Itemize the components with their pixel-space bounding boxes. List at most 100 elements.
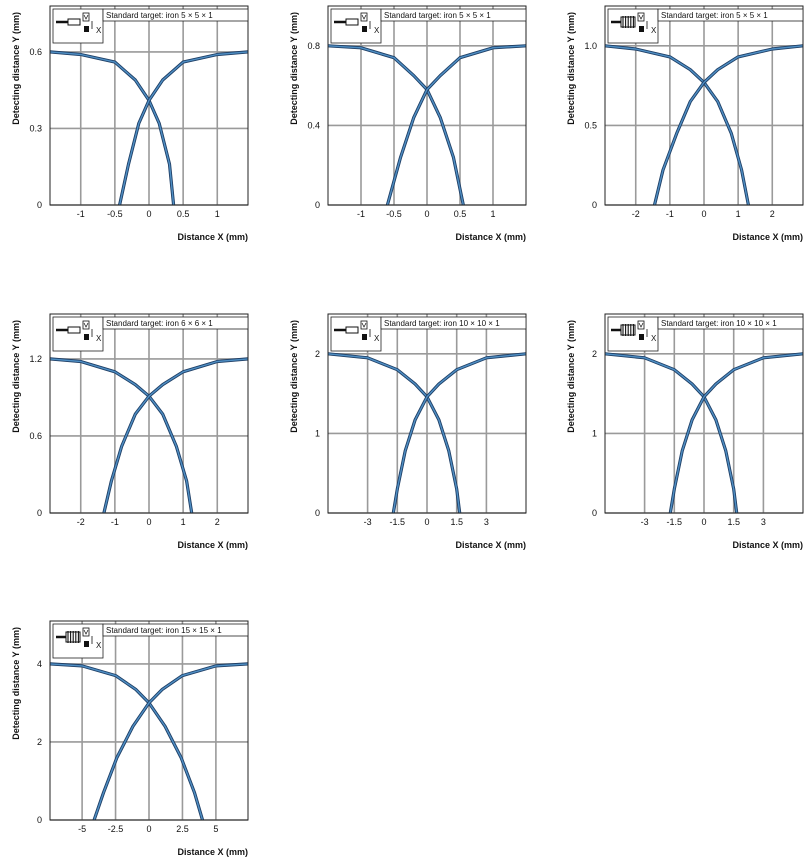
- legend-text-box: [102, 8, 249, 22]
- plot-frame: [49, 313, 249, 514]
- y-tick-label: 0: [37, 508, 42, 518]
- x-tick-label: -2: [632, 209, 640, 219]
- x-axis-label: Distance X (mm): [732, 232, 803, 242]
- x-tick-label: 2: [770, 209, 775, 219]
- legend-text-box: [102, 623, 249, 637]
- x-tick-label: -1: [77, 209, 85, 219]
- legend-text-box: [380, 8, 527, 22]
- x-tick-label: 1: [736, 209, 741, 219]
- x-tick-label: -0.5: [107, 209, 123, 219]
- y-tick-label: 0: [37, 200, 42, 210]
- plot-frame: [327, 313, 527, 514]
- chart-svg: -2 -1 0 1 2 0 0.6 1.2 Distance X (mm) Detecting d…: [11, 313, 249, 550]
- y-tick-label: 0.6: [29, 47, 42, 57]
- legend-text-box: [657, 8, 804, 22]
- y-tick-label: 0: [315, 508, 320, 518]
- legend-label: Standard target: iron 10 × 10 × 1: [384, 319, 500, 328]
- x-tick-label: 0.5: [454, 209, 467, 219]
- legend-label: Standard target: iron 5 × 5 × 1: [661, 11, 768, 20]
- legend-x-marker: X: [651, 26, 657, 35]
- x-axis-label: Distance X (mm): [177, 847, 248, 857]
- series-line: [386, 45, 527, 206]
- y-tick-label: 0.8: [307, 41, 320, 51]
- x-axis-label: Distance X (mm): [455, 232, 526, 242]
- y-tick-label: 2: [315, 349, 320, 359]
- x-tick-label: 3: [484, 517, 489, 527]
- x-tick-label: -1: [111, 517, 119, 527]
- legend-x-marker: X: [374, 26, 380, 35]
- chart-svg: -1 -0.5 0 0.5 1 0 0.4 0.8 Distance X (mm) Detecti…: [289, 5, 527, 242]
- y-tick-label: 0.6: [29, 431, 42, 441]
- chart-panel: -2 -1 0 1 2 0 0.6 1.2 Distance X (mm) Detecting d…: [0, 308, 262, 558]
- x-tick-label: 0: [146, 517, 151, 527]
- series-line: [392, 353, 527, 514]
- x-tick-label: -1.5: [667, 517, 683, 527]
- legend: X Standard target: iron 10 × 10 × 1: [330, 316, 527, 352]
- series-line: [653, 45, 804, 206]
- legend-label: Standard target: iron 10 × 10 × 1: [661, 319, 777, 328]
- chart-svg: -3 -1.5 0 1.5 3 0 1 2 Distance X (mm) Detecting d…: [289, 313, 527, 550]
- y-tick-label: 1: [315, 428, 320, 438]
- legend-icon-box: [330, 316, 382, 352]
- y-tick-label: 0.3: [29, 123, 42, 133]
- y-tick-label: 0: [592, 508, 597, 518]
- chart-panel: -2 -1 0 1 2 0 0.5 1.0 Distance X (mm) Detecting d…: [555, 0, 807, 250]
- x-tick-label: 2.5: [176, 824, 189, 834]
- chart-svg: -3 -1.5 0 1.5 3 0 1 2 Distance X (mm) Detecting d…: [566, 313, 804, 550]
- y-tick-label: 0: [315, 200, 320, 210]
- legend-text-box: [657, 316, 804, 330]
- legend-label: Standard target: iron 6 × 6 × 1: [106, 319, 213, 328]
- chart-panel: -5 -2.5 0 2.5 5 0 2 4 Distance X (mm) Detecting d…: [0, 615, 262, 865]
- y-axis-label: Detecting distance Y (mm): [289, 320, 299, 433]
- legend: X Standard target: iron 5 × 5 × 1: [607, 8, 804, 44]
- plot-frame: [49, 5, 249, 206]
- legend-text-box: [102, 316, 249, 330]
- y-tick-label: 1: [592, 428, 597, 438]
- legend-label: Standard target: iron 5 × 5 × 1: [106, 11, 213, 20]
- x-axis-label: Distance X (mm): [732, 540, 803, 550]
- x-axis-label: Distance X (mm): [177, 232, 248, 242]
- threaded-sensor-icon: [611, 12, 648, 32]
- small-cylinder-sensor-icon: [56, 12, 93, 32]
- x-tick-label: -2.5: [108, 824, 124, 834]
- threaded-sensor-icon: [611, 320, 648, 340]
- x-tick-label: -3: [364, 517, 372, 527]
- series-line: [327, 45, 464, 206]
- y-tick-label: 0: [37, 815, 42, 825]
- legend-x-marker: X: [96, 334, 102, 343]
- legend: X Standard target: iron 15 × 15 × 1: [52, 623, 249, 659]
- x-tick-label: 2: [215, 517, 220, 527]
- small-cylinder-sensor-icon: [334, 12, 371, 32]
- x-tick-label: 1.5: [450, 517, 463, 527]
- y-axis-label: Detecting distance Y (mm): [566, 320, 576, 433]
- series-line: [49, 51, 175, 206]
- x-axis-label: Distance X (mm): [177, 540, 248, 550]
- small-cylinder-sensor-icon: [56, 320, 93, 340]
- legend: X Standard target: iron 10 × 10 × 1: [607, 316, 804, 352]
- series-line: [103, 358, 249, 514]
- chart-svg: -1 -0.5 0 0.5 1 0 0.3 0.6 Distance X (mm) Detecti…: [11, 5, 249, 242]
- legend-x-marker: X: [651, 334, 657, 343]
- small-cylinder-sensor-icon: [334, 320, 371, 340]
- chart-panel: -1 -0.5 0 0.5 1 0 0.4 0.8 Distance X (mm) Detecti…: [278, 0, 540, 250]
- legend: X Standard target: iron 5 × 5 × 1: [330, 8, 527, 44]
- y-axis-label: Detecting distance Y (mm): [11, 627, 21, 740]
- x-tick-label: -5: [78, 824, 86, 834]
- plot-frame: [604, 5, 804, 206]
- y-axis-label: Detecting distance Y (mm): [11, 320, 21, 433]
- x-tick-label: 0: [701, 209, 706, 219]
- series-line: [118, 51, 249, 206]
- x-tick-label: -1.5: [390, 517, 406, 527]
- y-axis-label: Detecting distance Y (mm): [566, 12, 576, 125]
- legend-label: Standard target: iron 15 × 15 × 1: [106, 626, 222, 635]
- x-axis-label: Distance X (mm): [455, 540, 526, 550]
- y-axis-label: Detecting distance Y (mm): [289, 12, 299, 125]
- chart-panel: -3 -1.5 0 1.5 3 0 1 2 Distance X (mm) Detecting d…: [555, 308, 807, 558]
- x-tick-label: 3: [761, 517, 766, 527]
- x-tick-label: -1: [666, 209, 674, 219]
- series-line: [669, 353, 804, 514]
- legend: X Standard target: iron 6 × 6 × 1: [52, 316, 249, 352]
- y-tick-label: 1.0: [584, 41, 597, 51]
- x-tick-label: 1: [181, 517, 186, 527]
